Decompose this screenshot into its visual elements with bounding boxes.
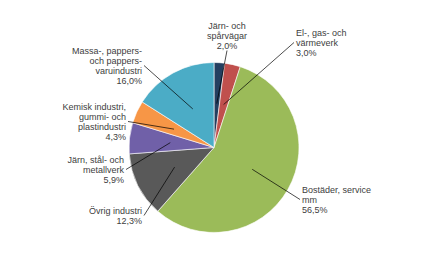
svg-text:Kemisk industri,gummi- ochplas: Kemisk industri,gummi- ochplastindustri4… — [62, 102, 126, 142]
svg-text:Bostäder, servicemm56,5%: Bostäder, servicemm56,5% — [302, 185, 371, 215]
svg-text:Övrig industri12,3%: Övrig industri12,3% — [89, 206, 142, 226]
svg-text:El-, gas- ochvärmeverk3,0%: El-, gas- ochvärmeverk3,0% — [296, 28, 347, 58]
svg-text:Massa-, pappers-och pappers-va: Massa-, pappers-och pappers-varuindustri… — [72, 46, 142, 86]
svg-text:Järn- ochspårvägar2,0%: Järn- ochspårvägar2,0% — [207, 21, 247, 51]
svg-text:Järn, stål- ochmetallverk5,9%: Järn, stål- ochmetallverk5,9% — [67, 155, 124, 185]
